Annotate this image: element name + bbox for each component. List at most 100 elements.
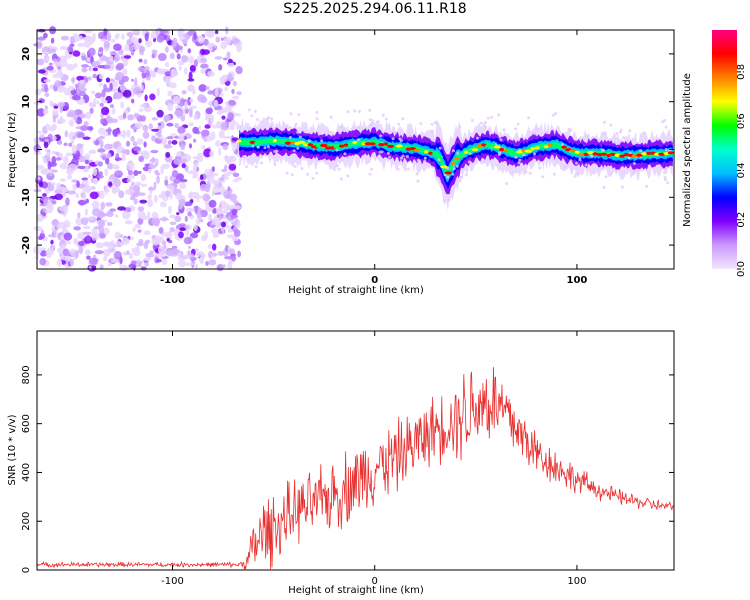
spectrogram-noise-cell xyxy=(76,180,80,188)
spectrogram-noise-cell xyxy=(161,190,166,198)
spectrogram-noise-cell xyxy=(82,136,91,140)
spectrogram-noise-cell xyxy=(105,202,113,207)
spectrogram-noise-cell xyxy=(126,250,130,256)
spectrogram-noise-cell xyxy=(133,86,142,95)
spectrogram-speck xyxy=(476,136,479,140)
spectrogram-noise-cell xyxy=(211,228,219,234)
spectrogram-peak-dot xyxy=(619,154,625,158)
spectrogram-noise-cell xyxy=(50,37,55,44)
spectrogram-noise-cell xyxy=(133,46,139,51)
spectrogram-speck xyxy=(447,198,451,202)
spectrogram-noise-cell xyxy=(223,172,231,177)
spectrogram-noise-cell xyxy=(67,45,74,53)
spectrogram-peak-dot xyxy=(499,148,505,152)
spectrogram-noise-cell xyxy=(61,189,66,194)
spectrogram-noise-cell xyxy=(105,128,113,132)
spectrogram-noise-cell xyxy=(38,98,46,104)
spectrogram-noise-cell xyxy=(187,78,195,82)
spectrogram-noise-cell xyxy=(212,185,220,194)
spectrogram-noise-cell xyxy=(148,123,153,130)
spectrogram-speck xyxy=(368,172,372,176)
spectrogram-noise-cell xyxy=(99,135,106,140)
spectrogram-noise-cell xyxy=(196,212,203,219)
spectrogram-noise-cell xyxy=(207,43,215,47)
spectrogram-y-tick-label: 20 xyxy=(21,47,32,61)
spectrogram-noise-cell xyxy=(97,161,104,167)
spectrogram-noise-cell xyxy=(204,231,209,240)
spectrogram-noise-cell xyxy=(185,224,192,230)
spectrogram-noise-cell xyxy=(133,198,138,205)
spectrogram-noise-cell xyxy=(134,223,141,229)
spectrogram-noise-cell xyxy=(89,107,94,114)
spectrogram-noise-cell xyxy=(170,68,177,78)
spectrogram-noise-cell xyxy=(227,215,231,221)
spectrogram-noise-cell xyxy=(85,249,91,256)
spectrogram-noise-cell xyxy=(193,114,198,121)
spectrogram-noise-cell xyxy=(187,250,191,256)
spectrogram-noise-cell xyxy=(107,241,114,250)
spectrogram-noise-cell xyxy=(35,176,41,181)
spectrogram-speck xyxy=(329,115,333,119)
spectrogram-noise-cell xyxy=(89,191,99,200)
spectrogram-noise-cell xyxy=(48,204,54,212)
spectrogram-noise-cell xyxy=(91,90,96,95)
spectrogram-speck xyxy=(574,172,578,176)
spectrogram-noise-cell xyxy=(51,219,59,226)
spectrogram-peak-dot xyxy=(268,140,273,144)
spectrogram-noise-cell xyxy=(122,57,129,67)
spectrogram-speck xyxy=(401,154,405,158)
spectrogram-noise-cell xyxy=(126,32,134,37)
spectrogram-noise-cell xyxy=(149,158,155,162)
spectrogram-speck xyxy=(294,122,298,126)
spectrogram-speck xyxy=(468,152,472,156)
spectrogram-noise-cell xyxy=(68,85,75,91)
spectrogram-noise-cell xyxy=(104,168,108,177)
spectrogram-noise-cell xyxy=(177,126,186,135)
spectrogram-noise-cell xyxy=(115,64,123,71)
spectrogram-noise-cell xyxy=(200,129,210,137)
spectrogram-noise-cell xyxy=(164,62,170,67)
spectrogram-noise-cell xyxy=(36,108,46,117)
spectrogram-noise-cell xyxy=(36,40,43,49)
spectrogram-noise-cell xyxy=(207,243,212,250)
spectrogram-noise-cell xyxy=(156,87,160,97)
spectrogram-noise-cell xyxy=(68,119,75,127)
spectrogram-noise-cell xyxy=(164,190,171,198)
spectrogram-noise-cell xyxy=(109,50,117,56)
spectrogram-noise-cell xyxy=(188,143,193,149)
spectrogram-speck xyxy=(437,158,441,162)
spectrogram-peak-dot xyxy=(356,142,363,146)
spectrogram-noise-cell xyxy=(88,149,97,154)
spectrogram-noise-cell xyxy=(78,240,85,247)
spectrogram-noise-cell xyxy=(168,82,177,89)
spectrogram-x-tick-label: 0 xyxy=(371,275,378,286)
spectrogram-x-tick-label: -100 xyxy=(160,275,185,286)
spectrogram-noise-cell xyxy=(161,240,167,246)
spectrogram-noise-cell xyxy=(151,117,158,121)
spectrogram-noise-cell xyxy=(81,64,89,68)
spectrogram-noise-cell xyxy=(36,130,43,134)
colorbar-tick-label: 0.2 xyxy=(736,212,747,228)
spectrogram-noise-cell xyxy=(200,68,206,74)
spectrogram-speck xyxy=(303,130,307,134)
spectrogram-noise-cell xyxy=(159,217,169,222)
spectrogram-noise-cell xyxy=(84,159,89,165)
spectrogram-noise-cell xyxy=(233,205,241,210)
spectrogram-noise-cell xyxy=(229,155,237,162)
spectrogram-speck xyxy=(497,153,501,156)
spectrogram-noise-cell xyxy=(86,255,91,260)
spectrogram-noise-cell xyxy=(166,136,174,140)
spectrogram-speck xyxy=(300,167,304,170)
spectrogram-noise-cell xyxy=(87,76,92,81)
spectrogram-noise-cell xyxy=(127,169,133,176)
spectrogram-noise-cell xyxy=(99,102,104,107)
spectrogram-y-tick-label: 10 xyxy=(21,95,32,109)
spectrogram-noise-cell xyxy=(176,53,181,60)
spectrogram-noise-cell xyxy=(69,258,75,266)
spectrogram-noise-cell xyxy=(196,251,201,257)
spectrogram-noise-cell xyxy=(88,47,96,56)
spectrogram-speck xyxy=(256,145,260,149)
spectrogram-peak-dot xyxy=(636,153,643,157)
spectrogram-noise-cell xyxy=(190,191,200,199)
spectrogram-peak-dot xyxy=(395,144,403,148)
